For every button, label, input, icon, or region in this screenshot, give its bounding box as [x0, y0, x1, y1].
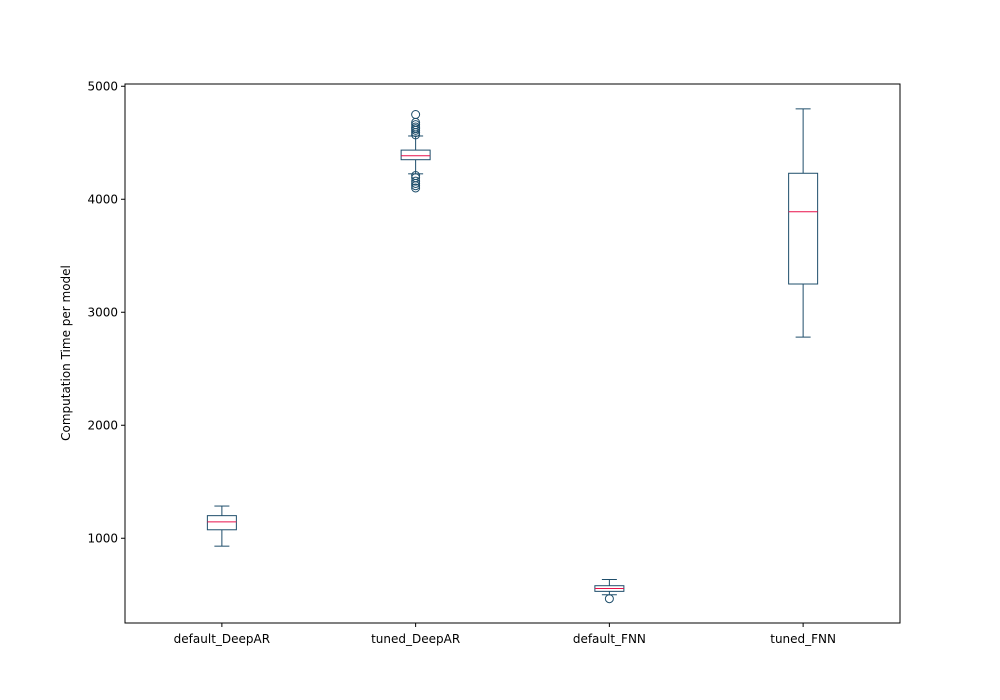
x-axis: default_DeepAR tuned_DeepAR default_FNN tun… [174, 623, 836, 646]
box-default_FNN [594, 578, 625, 604]
box-tuned_DeepAR [400, 110, 431, 193]
box-default_DeepAR [206, 505, 237, 547]
outlier-point [411, 122, 421, 132]
outlier-point [411, 171, 421, 181]
outlier-point [411, 176, 421, 186]
y-tick-label: 3000 [87, 305, 118, 319]
y-tick-label: 1000 [87, 531, 118, 545]
x-tick-label: default_FNN [573, 632, 646, 646]
y-tick-label: 5000 [87, 79, 118, 93]
iqr-box [206, 515, 237, 531]
y-axis-label: Computation Time per model [59, 265, 73, 441]
x-tick-label: tuned_DeepAR [371, 632, 460, 646]
y-axis: 1000 2000 3000 4000 5000 [87, 79, 125, 545]
outlier-point [411, 183, 421, 193]
y-tick-label: 4000 [87, 192, 118, 206]
y-tick-label: 2000 [87, 418, 118, 432]
boxes-group [206, 108, 819, 604]
x-tick-label: default_DeepAR [174, 632, 270, 646]
outlier-point [411, 173, 421, 183]
iqr-box [400, 149, 431, 161]
outlier-point [411, 110, 421, 120]
outlier-point [604, 594, 614, 604]
x-tick-label: tuned_FNN [770, 632, 836, 646]
outlier-point [411, 120, 421, 130]
iqr-box [788, 172, 819, 285]
box-tuned_FNN [788, 108, 819, 338]
plot-area [124, 83, 901, 624]
